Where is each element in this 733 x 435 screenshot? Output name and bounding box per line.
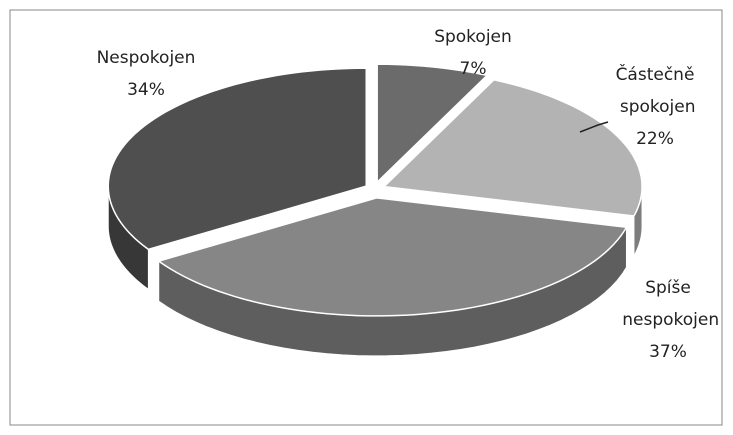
data-label-value: 37% bbox=[649, 342, 687, 362]
leader-line bbox=[579, 121, 609, 133]
label-line: spokojen bbox=[614, 97, 695, 117]
slice bbox=[157, 197, 628, 317]
slice bbox=[382, 79, 643, 217]
label-line: Spíše bbox=[645, 278, 691, 298]
data-label-name: Částečně spokojen bbox=[614, 63, 695, 117]
label-line: nespokojen bbox=[617, 310, 719, 330]
label-line: Spokojen bbox=[434, 27, 512, 47]
data-label-name: Nespokojen bbox=[97, 48, 196, 68]
label-line: Nespokojen bbox=[97, 48, 196, 68]
data-label-name: Spíše nespokojen bbox=[617, 278, 719, 330]
data-label-value: 34% bbox=[127, 80, 165, 100]
data-label-name: Spokojen bbox=[434, 27, 512, 47]
label-line: Částečně bbox=[616, 63, 695, 85]
data-label-value: 22% bbox=[636, 129, 674, 149]
slice bbox=[107, 67, 367, 251]
data-label-value: 7% bbox=[460, 59, 487, 79]
slice bbox=[376, 63, 489, 184]
